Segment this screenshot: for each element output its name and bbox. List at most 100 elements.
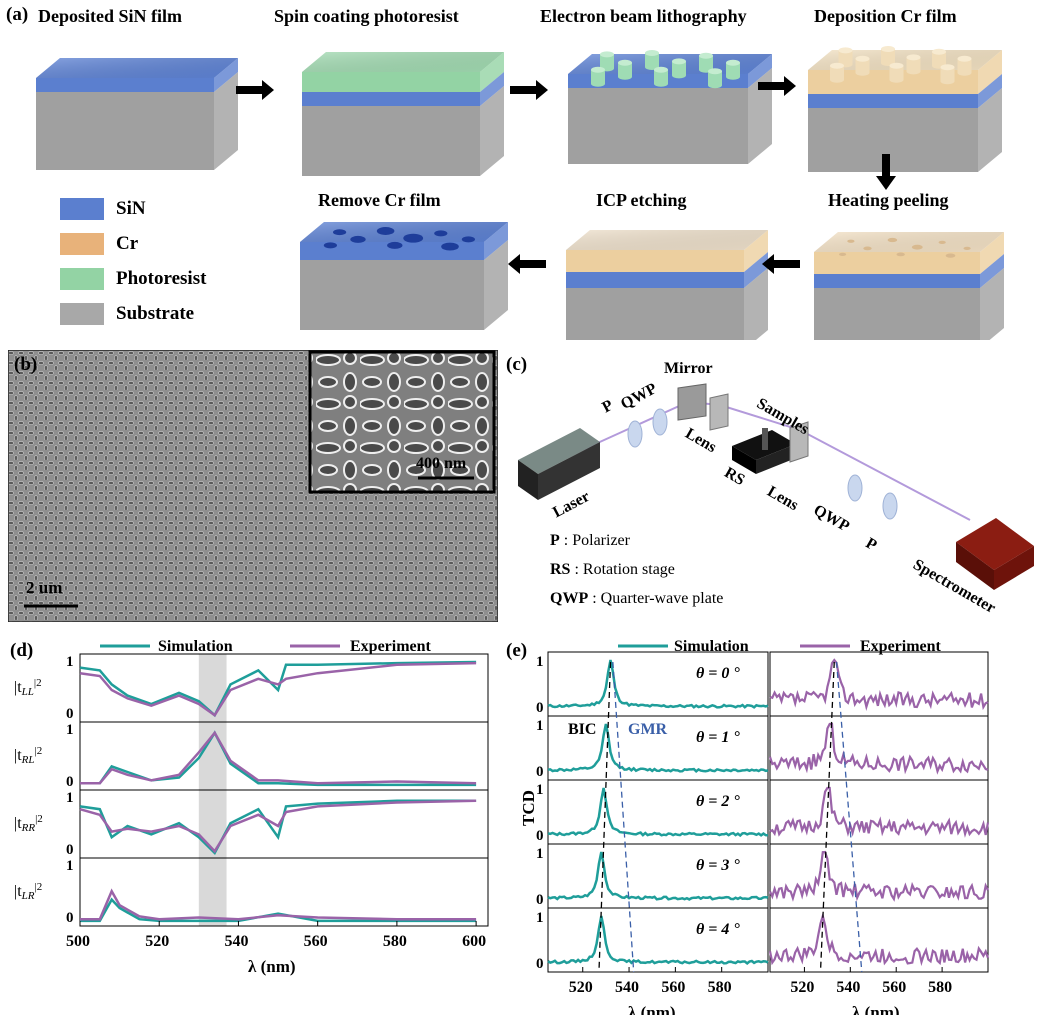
tick-label: 0 bbox=[536, 764, 544, 780]
hole bbox=[376, 227, 395, 235]
y-axis-label: |tLR|2 bbox=[14, 881, 42, 902]
legend-item-sin: SiN bbox=[60, 198, 146, 220]
main-scale-label: 2 um bbox=[26, 578, 63, 597]
pillar bbox=[838, 50, 853, 65]
series-line-simulation bbox=[547, 659, 769, 709]
series-line-simulation bbox=[547, 915, 769, 966]
right-arrow bbox=[758, 76, 796, 96]
abbrev-rs: RS : Rotation stage bbox=[550, 561, 675, 578]
pillar bbox=[906, 57, 921, 72]
hole bbox=[461, 236, 475, 243]
pillar bbox=[708, 71, 722, 86]
hole bbox=[945, 253, 956, 258]
series-line-simulation bbox=[80, 730, 477, 787]
gmr-annotation: GMR bbox=[628, 721, 668, 738]
pillar bbox=[600, 54, 614, 69]
bic-guide-line bbox=[598, 661, 612, 973]
pillar bbox=[957, 58, 972, 73]
subplot-frame bbox=[547, 907, 769, 973]
step-title: Remove Cr film bbox=[318, 190, 441, 210]
hole bbox=[863, 246, 872, 251]
legend-item-substrate: Substrate bbox=[60, 303, 194, 325]
optical-setup-diagram bbox=[518, 383, 1034, 590]
wafer-photoresist bbox=[302, 52, 504, 176]
subplot-frame bbox=[769, 843, 989, 909]
legend-item-photoresist: Photoresist bbox=[60, 268, 206, 290]
legend-label: Experiment bbox=[350, 638, 432, 655]
series-line-experiment bbox=[80, 730, 477, 785]
laser-device bbox=[518, 428, 600, 500]
hole bbox=[896, 252, 905, 257]
polarizer-disc bbox=[627, 420, 643, 448]
legend-label: Cr bbox=[116, 233, 139, 254]
pillar bbox=[940, 67, 955, 82]
hole bbox=[441, 242, 459, 251]
step-title: Deposited SiN film bbox=[38, 6, 182, 26]
wafer-remove-cr bbox=[300, 222, 508, 330]
wafer-ebl bbox=[568, 50, 772, 164]
pillar bbox=[591, 69, 605, 84]
series-line-experiment bbox=[80, 888, 477, 921]
series-line-experiment bbox=[768, 911, 990, 967]
tick-label: 1 bbox=[536, 782, 544, 798]
panel-a-label: (a) bbox=[6, 4, 29, 25]
sem-image bbox=[8, 350, 498, 622]
series-line-experiment bbox=[769, 850, 989, 902]
tick-label: 0 bbox=[66, 910, 74, 926]
series-line-simulation bbox=[547, 851, 769, 901]
angle-label: θ = 3 ° bbox=[696, 857, 740, 874]
tick-label: 0 bbox=[66, 774, 74, 790]
legend-label: Simulation bbox=[158, 638, 233, 655]
hole bbox=[403, 233, 424, 243]
mirror-label: Mirror bbox=[664, 360, 713, 377]
pillar bbox=[889, 65, 904, 80]
hole bbox=[350, 235, 366, 243]
hole bbox=[938, 240, 946, 245]
lens bbox=[709, 393, 729, 431]
subplot-frame bbox=[769, 907, 989, 973]
tick-label: 1 bbox=[536, 654, 544, 670]
tick-label: 560 bbox=[882, 979, 906, 996]
legend-item-cr: Cr bbox=[60, 233, 138, 255]
wafer-cr-deposition bbox=[808, 46, 1002, 172]
angle-label: θ = 1 ° bbox=[696, 729, 740, 746]
qwp-disc bbox=[652, 408, 668, 436]
hole bbox=[839, 252, 847, 257]
polarizer-disc bbox=[882, 492, 898, 520]
hole bbox=[323, 242, 337, 249]
hole bbox=[847, 239, 855, 243]
tick-label: 540 bbox=[836, 979, 860, 996]
x-axis-label: λ (nm) bbox=[628, 1003, 676, 1015]
series-line-experiment bbox=[768, 722, 989, 775]
tick-label: 600 bbox=[462, 933, 486, 950]
pillar bbox=[645, 53, 659, 67]
wafer-icp-etching bbox=[566, 230, 768, 340]
tick-label: 0 bbox=[66, 706, 74, 722]
gmr-guide-line bbox=[612, 661, 635, 973]
pillar bbox=[654, 69, 668, 84]
series-line-simulation bbox=[547, 787, 769, 838]
hole bbox=[911, 244, 923, 250]
tick-label: 520 bbox=[569, 979, 593, 996]
left-arrow bbox=[508, 254, 546, 274]
series-line-experiment bbox=[79, 799, 477, 854]
tick-label: 1 bbox=[66, 654, 74, 670]
angle-label: θ = 2 ° bbox=[696, 793, 740, 810]
left-arrow bbox=[762, 254, 800, 274]
pillar bbox=[726, 62, 740, 77]
gmr-guide-line bbox=[835, 661, 863, 973]
series-line-simulation bbox=[547, 723, 769, 773]
process-flow-diagram bbox=[36, 46, 1004, 340]
bic-guide-line bbox=[819, 661, 835, 973]
mirror bbox=[677, 383, 707, 421]
step-title: Spin coating photoresist bbox=[274, 6, 459, 26]
tick-label: 520 bbox=[790, 979, 814, 996]
wafer-heating-peeling bbox=[814, 232, 1004, 340]
pillar bbox=[618, 62, 632, 77]
tick-label: 0 bbox=[536, 700, 544, 716]
inset-scale-label: 400 nm bbox=[416, 455, 467, 472]
series-line-experiment bbox=[769, 786, 990, 838]
tick-label: 1 bbox=[536, 718, 544, 734]
tick-label: 580 bbox=[928, 979, 952, 996]
